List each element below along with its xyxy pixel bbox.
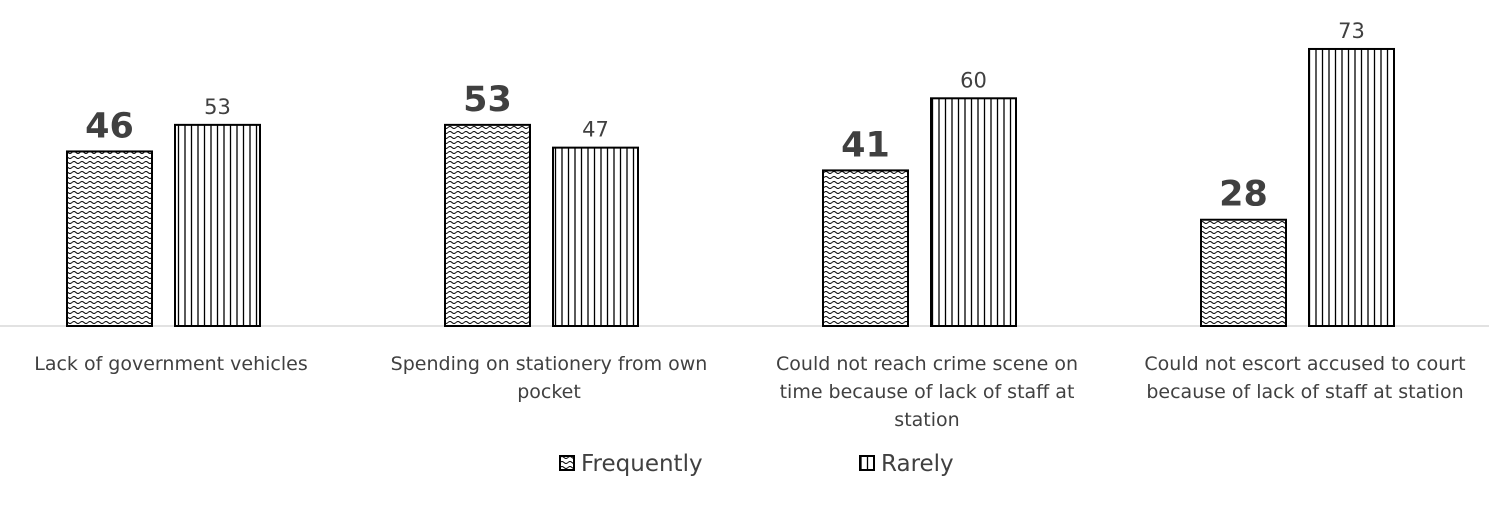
data-label-rarely-0: 53 — [204, 95, 231, 119]
data-label-rarely-3: 73 — [1338, 19, 1365, 43]
legend-label-frequently: Frequently — [581, 451, 703, 477]
data-label-frequently-3: 28 — [1219, 175, 1268, 215]
category-label-0: Lack of government vehicles — [34, 353, 308, 375]
category-label-2: Could not reach crime scene on — [776, 353, 1078, 375]
data-label-frequently-0: 46 — [85, 106, 134, 146]
category-label-3: Could not escort accused to court — [1144, 353, 1465, 375]
category-label-2: time because of lack of staff at — [780, 381, 1075, 403]
data-label-rarely-1: 47 — [582, 118, 609, 142]
bar-rarely-2 — [930, 97, 1017, 327]
category-label-3: because of lack of staff at station — [1146, 381, 1463, 403]
legend: Frequently Rarely — [559, 451, 954, 477]
data-label-frequently-1: 53 — [463, 80, 512, 120]
category-label-2: station — [894, 409, 959, 431]
bar-rarely-3 — [1308, 47, 1395, 328]
bar-frequently-1 — [444, 123, 531, 327]
data-label-rarely-2: 60 — [960, 68, 987, 92]
legend-swatch-rarely — [859, 455, 875, 471]
category-labels-group: Lack of government vehicles Spending on s… — [34, 353, 1465, 431]
bar-frequently-2 — [822, 169, 909, 327]
category-label-1: Spending on stationery from own — [391, 353, 708, 375]
legend-swatch-frequently — [559, 455, 575, 471]
data-label-frequently-2: 41 — [841, 125, 890, 165]
legend-label-rarely: Rarely — [881, 451, 954, 477]
bar-rarely-1 — [552, 146, 639, 327]
bar-rarely-0 — [174, 123, 261, 327]
bars-group — [66, 47, 1395, 328]
data-labels-group: 46 53 53 47 41 60 28 73 — [85, 19, 1365, 215]
bar-frequently-0 — [66, 150, 153, 327]
category-label-1: pocket — [517, 381, 581, 403]
bar-frequently-3 — [1200, 218, 1287, 328]
